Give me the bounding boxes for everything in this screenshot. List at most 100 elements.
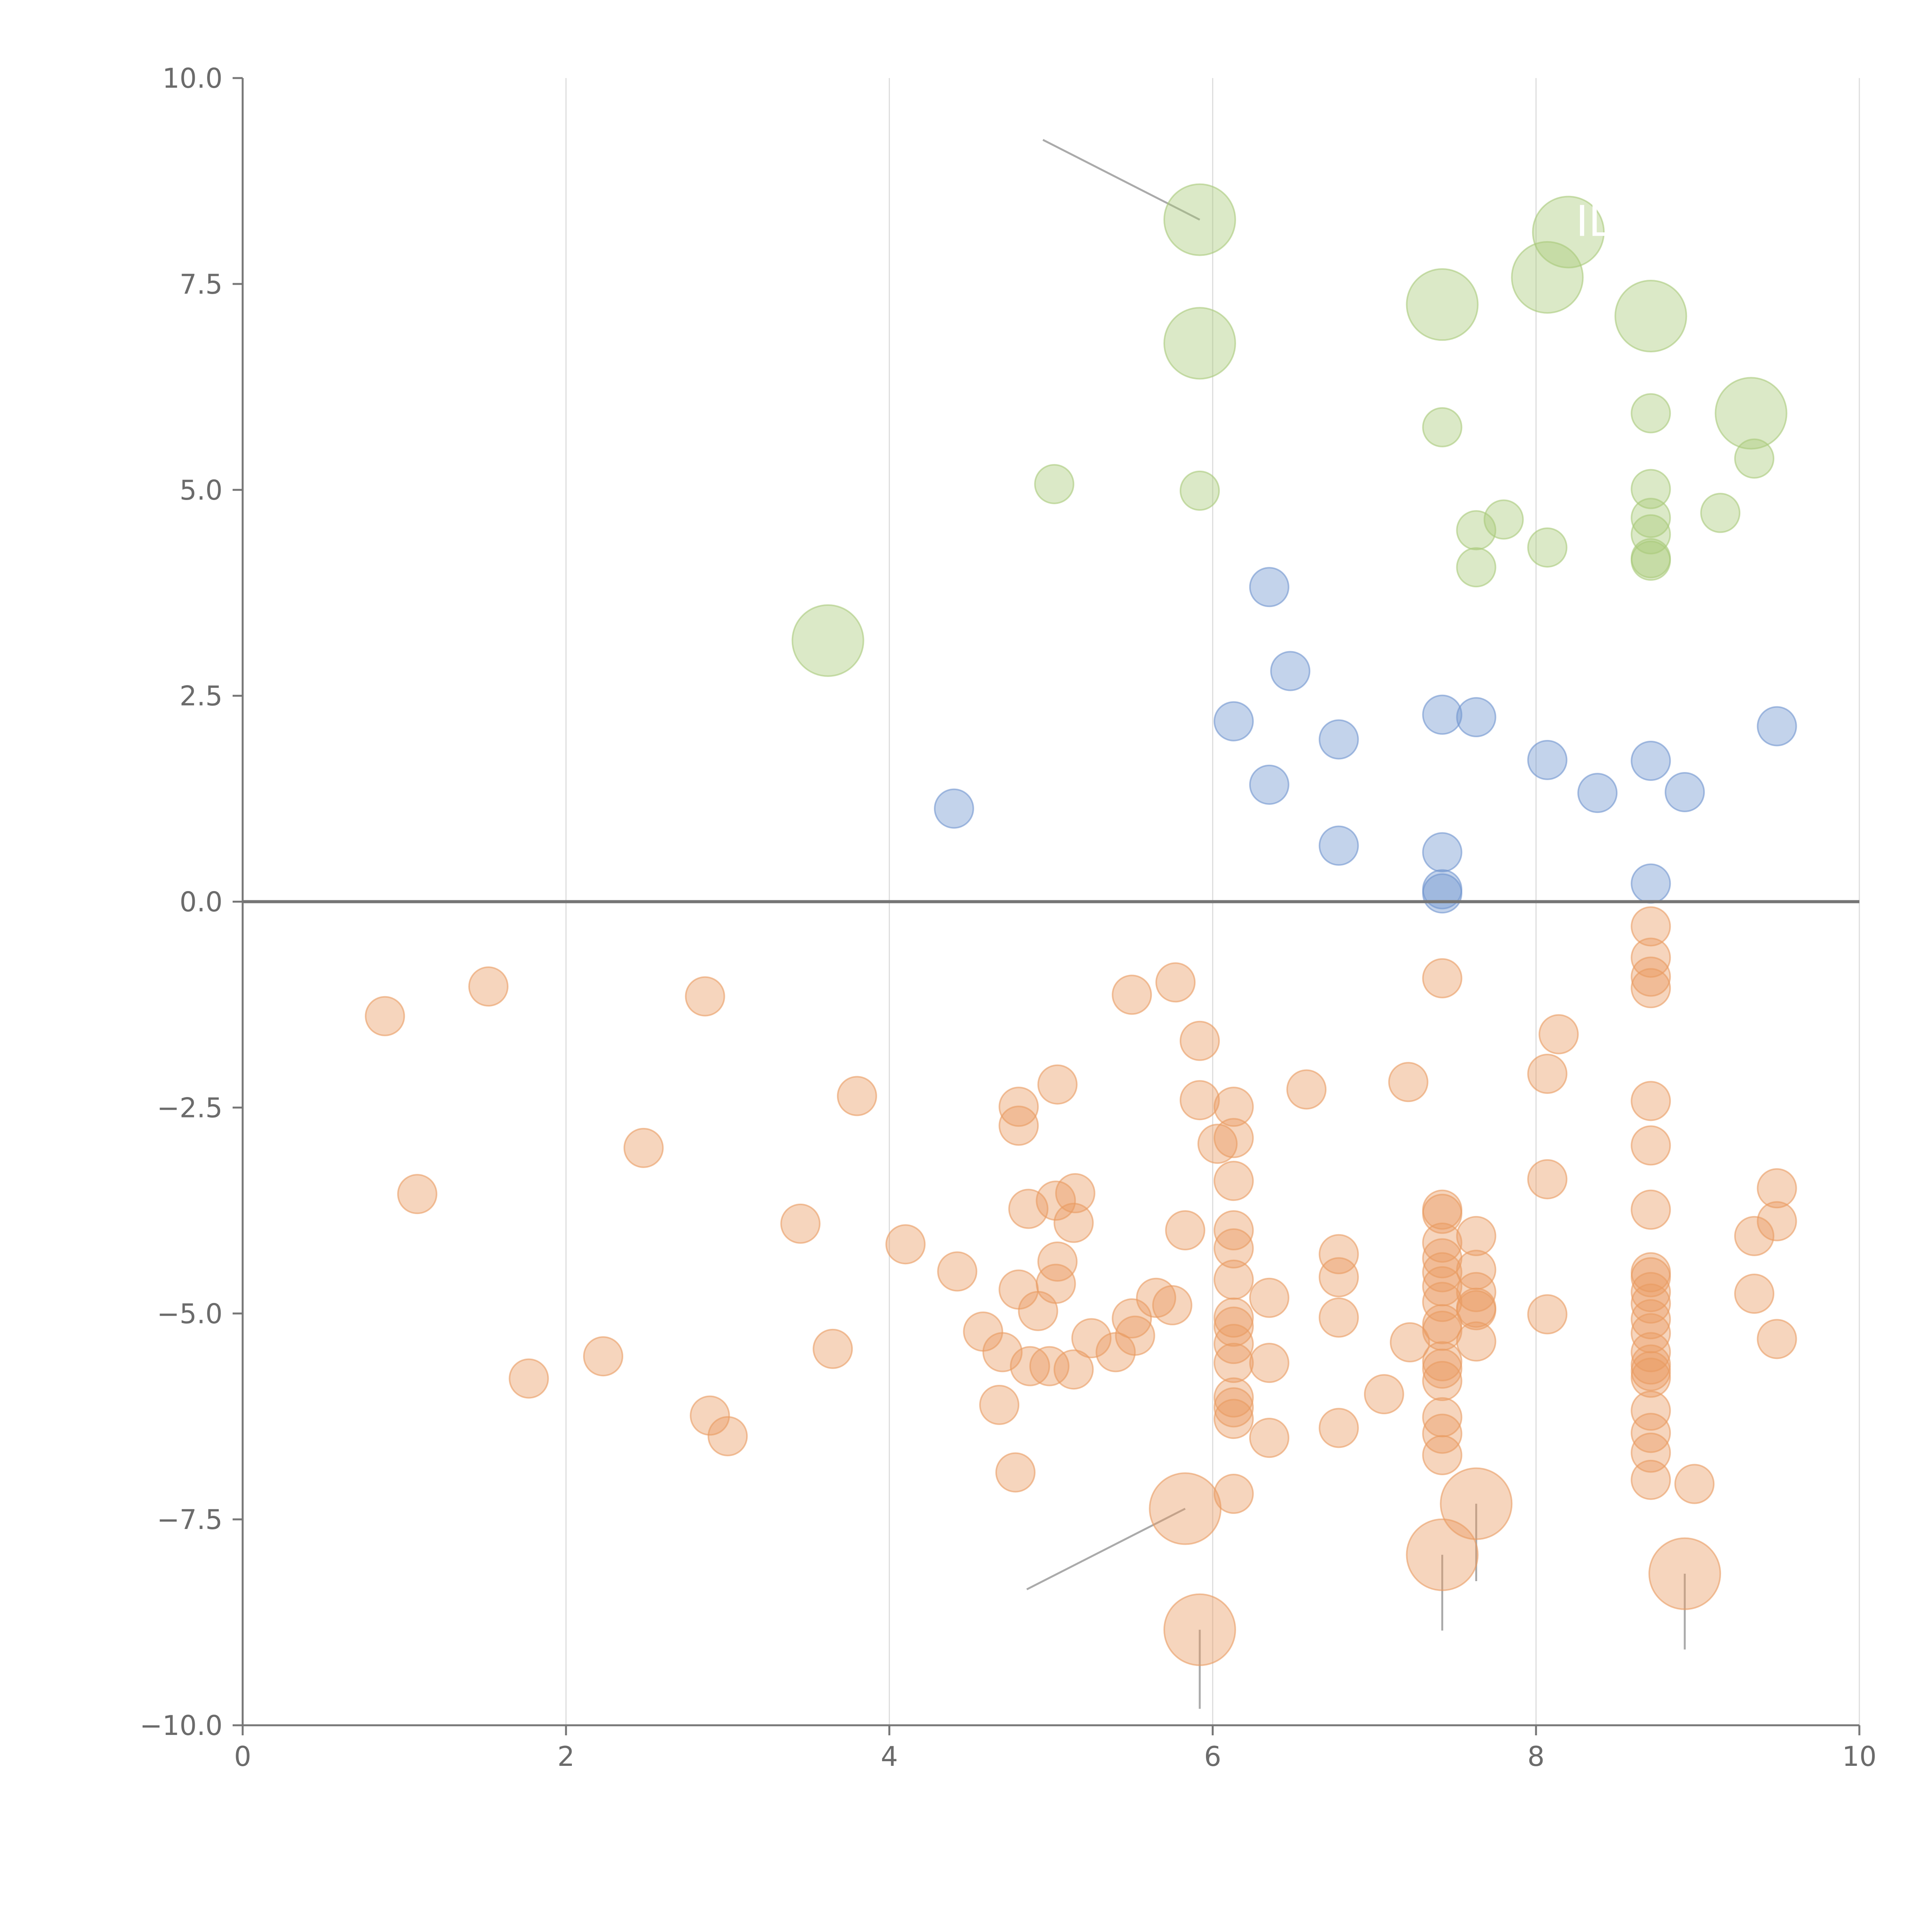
data-point: [1577, 773, 1618, 813]
data-point: [1155, 962, 1196, 1003]
data-point: [1631, 741, 1671, 781]
data-point: [1249, 764, 1289, 805]
data-point: [1213, 1210, 1254, 1250]
annotation-line: [1026, 1508, 1186, 1590]
data-point: [1527, 527, 1568, 568]
data-point: [623, 1128, 664, 1168]
data-point: [1249, 1277, 1289, 1318]
annotation-line: [1414, 304, 1443, 326]
data-point: [1631, 968, 1671, 1009]
data-point: [1631, 1283, 1671, 1324]
x-tick-label: 6: [1204, 1741, 1221, 1772]
data-point: [1483, 499, 1524, 540]
data-point: [1213, 1377, 1254, 1418]
data-point: [1249, 567, 1289, 607]
data-point: [1112, 975, 1152, 1015]
x-tick-label: 8: [1527, 1741, 1545, 1772]
data-point: [509, 1358, 549, 1399]
y-tick-label: 7.5: [180, 269, 223, 300]
data-point: [1700, 493, 1741, 533]
data-point: [885, 1224, 926, 1265]
data-point: [1422, 407, 1463, 447]
annotation-line: [1173, 327, 1201, 344]
data-point: [1036, 1264, 1076, 1304]
x-tick-label: 0: [234, 1741, 252, 1772]
data-point: [1527, 1159, 1568, 1199]
annotation-line: [1750, 403, 1755, 414]
data-point: [1456, 1216, 1497, 1256]
data-point: [1249, 1418, 1289, 1458]
data-point: [1456, 1290, 1497, 1330]
data-point: [1213, 1387, 1254, 1428]
data-point: [1456, 510, 1497, 551]
data-point: [1631, 956, 1671, 997]
data-point: [365, 996, 405, 1036]
data-point: [1456, 1272, 1497, 1312]
data-point: [1055, 1173, 1095, 1214]
data-point: [1422, 1349, 1463, 1389]
y-tick-label: 10.0: [162, 63, 223, 94]
data-point: [1037, 1241, 1078, 1282]
data-point: [1213, 1343, 1254, 1383]
data-point: [1213, 1259, 1254, 1300]
data-point: [1665, 772, 1705, 813]
data-point: [1527, 1294, 1568, 1335]
data-point: [1757, 706, 1797, 747]
data-point: [1440, 1467, 1513, 1540]
data-point: [1614, 280, 1687, 353]
data-point: [1757, 1201, 1797, 1242]
data-point: [1757, 1168, 1797, 1209]
annotation-lines: [827, 139, 1755, 1709]
data-point: [1527, 1053, 1568, 1094]
y-tick-label: 2.5: [180, 680, 223, 712]
annotation-line: [1568, 219, 1580, 233]
data-point: [1197, 1124, 1238, 1164]
data-point: [1213, 1118, 1254, 1158]
y-tick-label: −5.0: [157, 1298, 223, 1330]
x-tick-label: 10: [1842, 1741, 1876, 1772]
data-point: [1631, 469, 1671, 509]
data-point: [1115, 1315, 1155, 1356]
data-point: [1318, 1257, 1359, 1298]
data-point: [1318, 1297, 1359, 1338]
data-point: [1034, 464, 1075, 504]
data-point: [1456, 1321, 1497, 1362]
data-point: [1674, 1464, 1715, 1504]
data-point: [1163, 307, 1236, 380]
data-point: [1631, 906, 1671, 947]
data-points: [365, 183, 1797, 1666]
data-point: [1213, 701, 1254, 742]
data-point: [1422, 1413, 1463, 1454]
data-point: [1734, 1274, 1775, 1314]
annotation-line: [1568, 315, 1651, 330]
data-point: [1631, 1459, 1671, 1500]
data-point: [468, 966, 509, 1007]
data-point: [1406, 268, 1479, 341]
annotation-label: ILV: [1576, 197, 1636, 246]
data-point: [1318, 1408, 1359, 1448]
y-tick-label: −2.5: [157, 1092, 223, 1124]
data-point: [1631, 1125, 1671, 1166]
x-tick-label: 4: [881, 1741, 898, 1772]
data-point: [1213, 1306, 1254, 1347]
data-point: [1270, 651, 1311, 691]
y-tick-label: −10.0: [139, 1710, 223, 1742]
data-point: [1213, 1161, 1254, 1201]
data-point: [1631, 498, 1671, 538]
data-point: [1538, 1014, 1579, 1054]
y-tick-label: −7.5: [157, 1504, 223, 1536]
data-point: [1422, 1282, 1463, 1322]
data-point: [1456, 697, 1497, 738]
data-point: [1422, 958, 1463, 998]
data-point: [1249, 1343, 1289, 1383]
data-point: [1053, 1349, 1094, 1390]
data-point: [1631, 393, 1671, 434]
data-point: [1179, 1080, 1220, 1121]
data-point: [690, 1395, 730, 1436]
data-point: [1631, 1081, 1671, 1121]
x-tick-label: 2: [558, 1741, 575, 1772]
data-point: [1213, 1474, 1254, 1514]
data-point: [707, 1416, 748, 1456]
